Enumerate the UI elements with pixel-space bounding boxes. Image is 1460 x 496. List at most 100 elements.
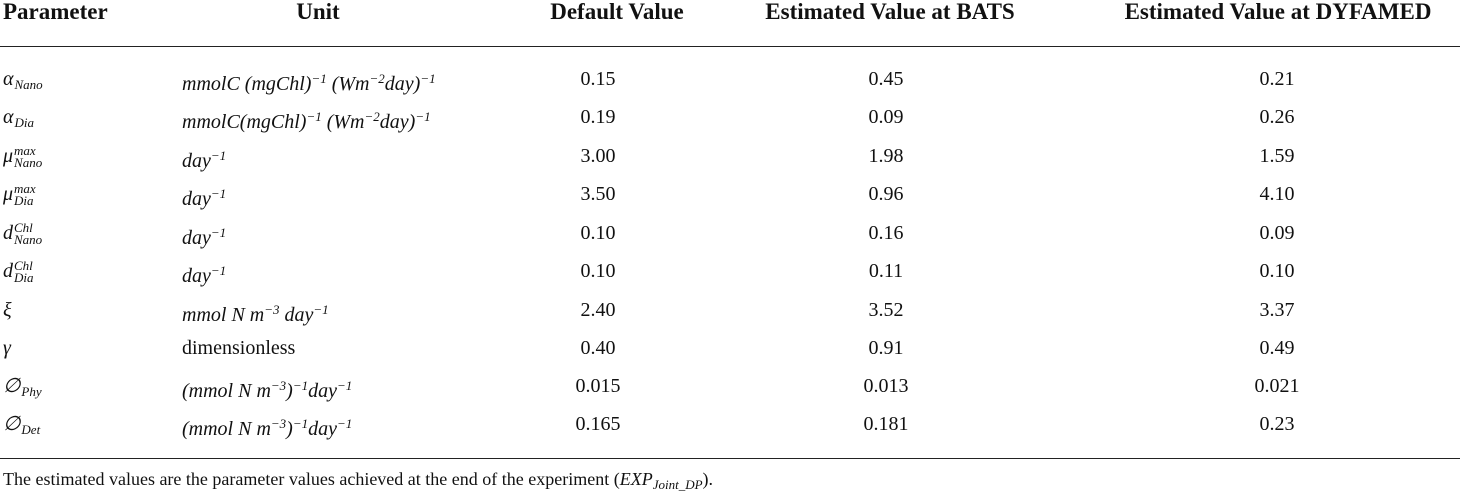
unit-unit-sup3: −1 xyxy=(337,416,353,431)
default-value-cell: 0.165 xyxy=(575,413,621,435)
unit-unit-end: day) xyxy=(384,73,421,95)
header-unit: Unit xyxy=(296,0,340,24)
parameter-subscript: Dia xyxy=(14,270,34,286)
parameter-symbol: μ xyxy=(3,145,14,167)
unit-unit-main: day xyxy=(182,227,211,249)
unit-unit-mid: ) xyxy=(286,380,293,402)
header-bats: Estimated Value at BATS xyxy=(765,0,1015,24)
parameter-subscript: Nano xyxy=(14,155,43,171)
unit-unit-sup2: −1 xyxy=(313,302,329,317)
parameter-symbol: ξ xyxy=(3,299,12,321)
unit-unit-end: day xyxy=(308,418,338,440)
default-value-cell: 2.40 xyxy=(580,299,616,321)
parameter-superscript: max xyxy=(14,143,36,159)
unit-unit-sup3: −1 xyxy=(415,109,431,124)
default-value-cell: 0.19 xyxy=(580,106,616,128)
default-value-cell: 0.40 xyxy=(580,337,616,359)
unit-unit-end: day) xyxy=(379,111,416,133)
parameter-cell: d Chl Dia xyxy=(3,259,34,286)
unit-unit-sup1: −1 xyxy=(210,148,227,163)
table-footnote: The estimated values are the parameter v… xyxy=(3,468,713,496)
default-value-cell: 3.50 xyxy=(580,183,616,205)
default-value-cell: 0.15 xyxy=(580,68,616,90)
parameter-subscript: Det xyxy=(21,422,41,438)
unit-unit-main: day xyxy=(182,150,211,172)
parameter-symbol: α xyxy=(3,106,14,128)
parameter-cell: μ max Nano xyxy=(3,143,43,171)
parameter-cell: γ xyxy=(3,337,11,359)
parameter-cell: ∅ Det xyxy=(3,413,40,436)
bats-value-cell: 0.013 xyxy=(863,375,909,397)
table-row: α Nano mmolC (mgChl)−1 (Wm−2day)−1 0.15 0.45… xyxy=(0,58,1460,96)
default-value-cell: 0.10 xyxy=(580,222,616,244)
unit-unit-sup2: −2 xyxy=(364,109,380,124)
parameter-indices: Dia xyxy=(15,107,35,129)
parameter-symbol: α xyxy=(3,68,14,90)
header-default-value: Default Value xyxy=(550,0,684,24)
unit-unit-sup3: −1 xyxy=(337,378,353,393)
header-parameter: Parameter xyxy=(3,0,108,24)
unit-unit-sup1: −1 xyxy=(210,225,227,240)
unit-cell: day−1 xyxy=(182,145,226,172)
parameter-symbol: γ xyxy=(3,337,11,359)
parameter-cell: μ max Dia xyxy=(3,181,36,207)
bats-value-cell: 0.11 xyxy=(868,260,904,282)
bats-value-cell: 0.16 xyxy=(868,222,904,244)
dyfamed-value-cell: 0.23 xyxy=(1259,413,1295,435)
dyfamed-value-cell: 0.09 xyxy=(1259,222,1295,244)
unit-unit-sup1: −3 xyxy=(270,416,287,431)
bats-value-cell: 0.91 xyxy=(868,337,904,359)
table-row: α Dia mmolC(mgChl)−1 (Wm−2day)−1 0.19 0.09 0.… xyxy=(0,96,1460,134)
dyfamed-value-cell: 0.021 xyxy=(1254,375,1300,397)
unit-unit-end: day xyxy=(308,380,338,402)
unit-unit-sup1: −1 xyxy=(311,71,327,86)
unit-unit-sup1: −1 xyxy=(306,109,322,124)
unit-cell: mmolC(mgChl)−1 (Wm−2day)−1 xyxy=(182,106,431,133)
parameter-symbol: d xyxy=(3,260,13,282)
parameter-subscript: Dia xyxy=(14,115,35,131)
parameter-subscript: Phy xyxy=(21,384,42,400)
unit-unit-main: day xyxy=(182,265,211,287)
parameter-indices: Phy xyxy=(21,376,41,398)
unit-cell: day−1 xyxy=(182,260,226,287)
unit-cell: (mmol N m−3)−1day−1 xyxy=(182,413,352,440)
unit-unit-sup2: −1 xyxy=(292,416,309,431)
header-rule xyxy=(0,46,1460,47)
parameter-indices: Chl Nano xyxy=(14,220,42,246)
parameter-cell: ξ xyxy=(3,299,12,321)
unit-cell: day−1 xyxy=(182,183,226,210)
bats-value-cell: 3.52 xyxy=(868,299,904,321)
header-dyfamed: Estimated Value at DYFAMED xyxy=(1124,0,1432,24)
default-value-cell: 0.10 xyxy=(580,260,616,282)
unit-unit-mid: ) xyxy=(286,418,293,440)
parameter-symbol: d xyxy=(3,222,13,244)
table-row: d Chl Nano day−1 0.10 0.16 0.09 xyxy=(0,212,1460,250)
parameter-superscript: Chl xyxy=(14,220,33,236)
dyfamed-value-cell: 0.21 xyxy=(1259,68,1295,90)
parameter-indices: max Nano xyxy=(14,143,43,171)
bats-value-cell: 1.98 xyxy=(868,145,904,167)
unit-unit-main: (mmol N m xyxy=(182,418,271,440)
table-row: d Chl Dia day−1 0.10 0.11 0.10 xyxy=(0,250,1460,288)
parameter-superscript: max xyxy=(14,181,36,197)
unit-cell: dimensionless xyxy=(182,337,296,359)
unit-unit-main: day xyxy=(182,188,211,210)
default-value-cell: 3.00 xyxy=(580,145,616,167)
footnote-exp: EXP xyxy=(619,469,653,489)
unit-unit-mid: day xyxy=(279,304,314,326)
parameter-symbol: ∅ xyxy=(3,413,21,435)
parameter-symbol: μ xyxy=(3,183,14,205)
bats-value-cell: 0.96 xyxy=(868,183,904,205)
dyfamed-value-cell: 1.59 xyxy=(1259,145,1295,167)
dyfamed-value-cell: 3.37 xyxy=(1259,299,1295,321)
unit-unit-main: mmol N m xyxy=(182,304,265,326)
unit-unit-sup1: −1 xyxy=(210,263,227,278)
default-value-cell: 0.015 xyxy=(575,375,621,397)
unit-unit-main: mmolC (mgChl) xyxy=(182,73,312,95)
dyfamed-value-cell: 4.10 xyxy=(1259,183,1295,205)
parameter-indices: Nano xyxy=(15,69,43,91)
parameter-indices: Det xyxy=(21,414,40,436)
footnote-exp-sub: Joint_DP xyxy=(652,477,703,492)
unit-unit-sup3: −1 xyxy=(420,71,436,86)
table-bottom-rule xyxy=(0,458,1460,459)
